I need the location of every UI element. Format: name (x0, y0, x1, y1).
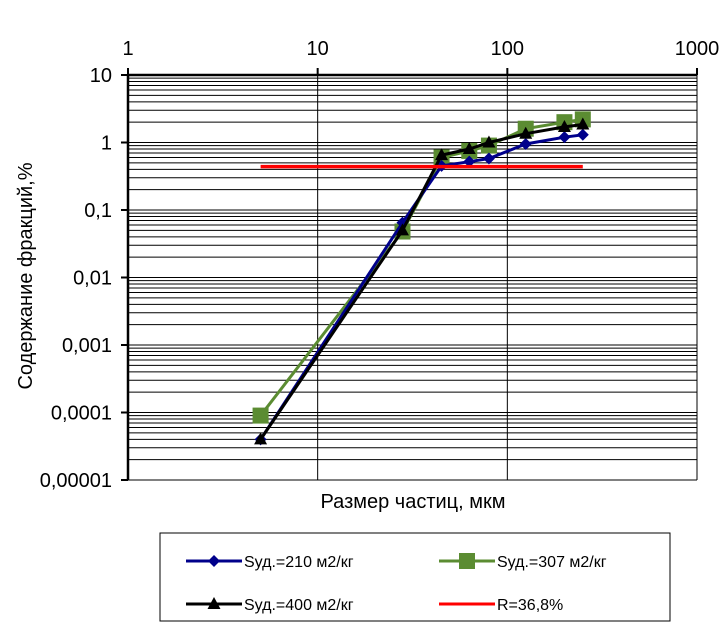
legend-label: Sуд.=307 м2/кг (497, 554, 607, 571)
legend-item: Sуд.=400 м2/кг (186, 597, 354, 614)
data-point (557, 119, 571, 132)
series-line (259, 133, 583, 441)
series-3 (254, 117, 590, 445)
x-tick-label: 100 (491, 38, 524, 60)
y-tick-label: 1 (101, 133, 112, 155)
legend-marker (459, 553, 475, 569)
series-group (252, 111, 591, 446)
data-point (519, 138, 532, 151)
legend-item: R=36,8% (439, 597, 563, 614)
data-point (435, 148, 449, 161)
legend-item: Sуд.=210 м2/кг (186, 554, 354, 571)
data-point (519, 126, 533, 139)
x-tick-label: 10 (307, 38, 329, 60)
y-tick-label: 10 (90, 65, 112, 87)
y-tick-label: 0,001 (62, 335, 112, 357)
legend-marker (207, 597, 221, 609)
y-tick-label: 0,0001 (51, 403, 112, 425)
legend-marker (208, 555, 220, 567)
grid (127, 75, 698, 481)
x-tick-label: 1 (122, 38, 133, 60)
data-point (254, 432, 268, 445)
legend-label: R=36,8% (497, 597, 563, 614)
data-point (252, 407, 269, 424)
x-axis-label: Размер частиц, мкм (321, 491, 506, 513)
series-line (259, 117, 584, 417)
y-axis-label: Содержание фракций,% (15, 162, 37, 389)
series-1 (254, 128, 589, 446)
legend-label: Sуд.=400 м2/кг (244, 597, 354, 614)
y-tick-label: 0,1 (84, 200, 112, 222)
axes (121, 68, 698, 481)
y-tick-label: 0,00001 (40, 470, 112, 492)
series-line (259, 123, 583, 441)
x-tick-labels: 1 10 100 1000 (122, 38, 719, 60)
data-point (395, 223, 409, 236)
data-point (576, 117, 590, 130)
data-point (482, 152, 495, 165)
y-tick-label: 0,01 (73, 268, 112, 290)
data-point (463, 155, 476, 168)
legend-label: Sуд.=210 м2/кг (244, 554, 354, 571)
legend: Sуд.=210 м2/кг Sуд.=307 м2/кг Sуд.=400 м2/… (159, 532, 671, 622)
data-point (576, 128, 589, 141)
x-tick-label: 1000 (675, 38, 720, 60)
data-point (462, 142, 476, 155)
data-point (482, 135, 496, 148)
y-tick-labels: 10 1 0,1 0,01 0,001 0,0001 0,00001 (40, 65, 112, 492)
legend-box (159, 532, 671, 622)
legend-item: Sуд.=307 м2/кг (439, 553, 607, 571)
data-point (558, 131, 571, 144)
